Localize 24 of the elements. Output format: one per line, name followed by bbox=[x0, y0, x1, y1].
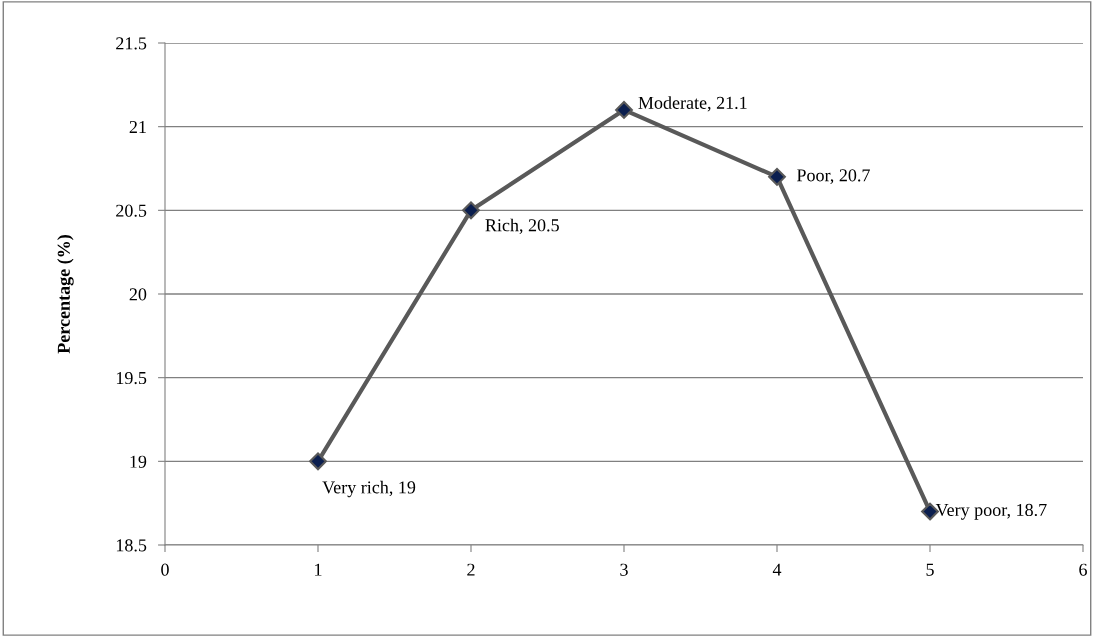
x-tick-label: 4 bbox=[772, 563, 782, 576]
y-tick-label: 19.5 bbox=[116, 371, 147, 385]
point bbox=[309, 452, 327, 471]
annotation: Poor, 20.7 bbox=[796, 169, 870, 184]
y-tick-label: 19 bbox=[130, 455, 147, 468]
y-tick-label: 21 bbox=[129, 120, 146, 133]
y-tick-label: 21.5 bbox=[116, 37, 147, 50]
annotation: Very rich, 19 bbox=[322, 480, 416, 498]
annotation: Rich, 20.5 bbox=[485, 218, 559, 234]
annotation: Very poor, 18.7 bbox=[935, 503, 1047, 520]
y-tick-label: 20 bbox=[129, 288, 147, 301]
x-tick-label: 0 bbox=[161, 563, 169, 576]
x-tick-label: 3 bbox=[620, 563, 628, 576]
y-tick-label: 20.5 bbox=[116, 204, 147, 217]
y-tick-label: 18.5 bbox=[116, 539, 147, 552]
x-tick-label: 1 bbox=[315, 563, 322, 576]
x-tick-label: 2 bbox=[467, 563, 475, 576]
x-tick-label: 6 bbox=[1079, 563, 1087, 576]
point bbox=[768, 167, 786, 186]
point bbox=[462, 201, 480, 220]
annotation: Moderate, 21.1 bbox=[638, 96, 747, 112]
x-tick-label: 5 bbox=[926, 563, 934, 576]
y-axis-title: Percentage (%) bbox=[57, 235, 74, 354]
point bbox=[615, 101, 633, 119]
